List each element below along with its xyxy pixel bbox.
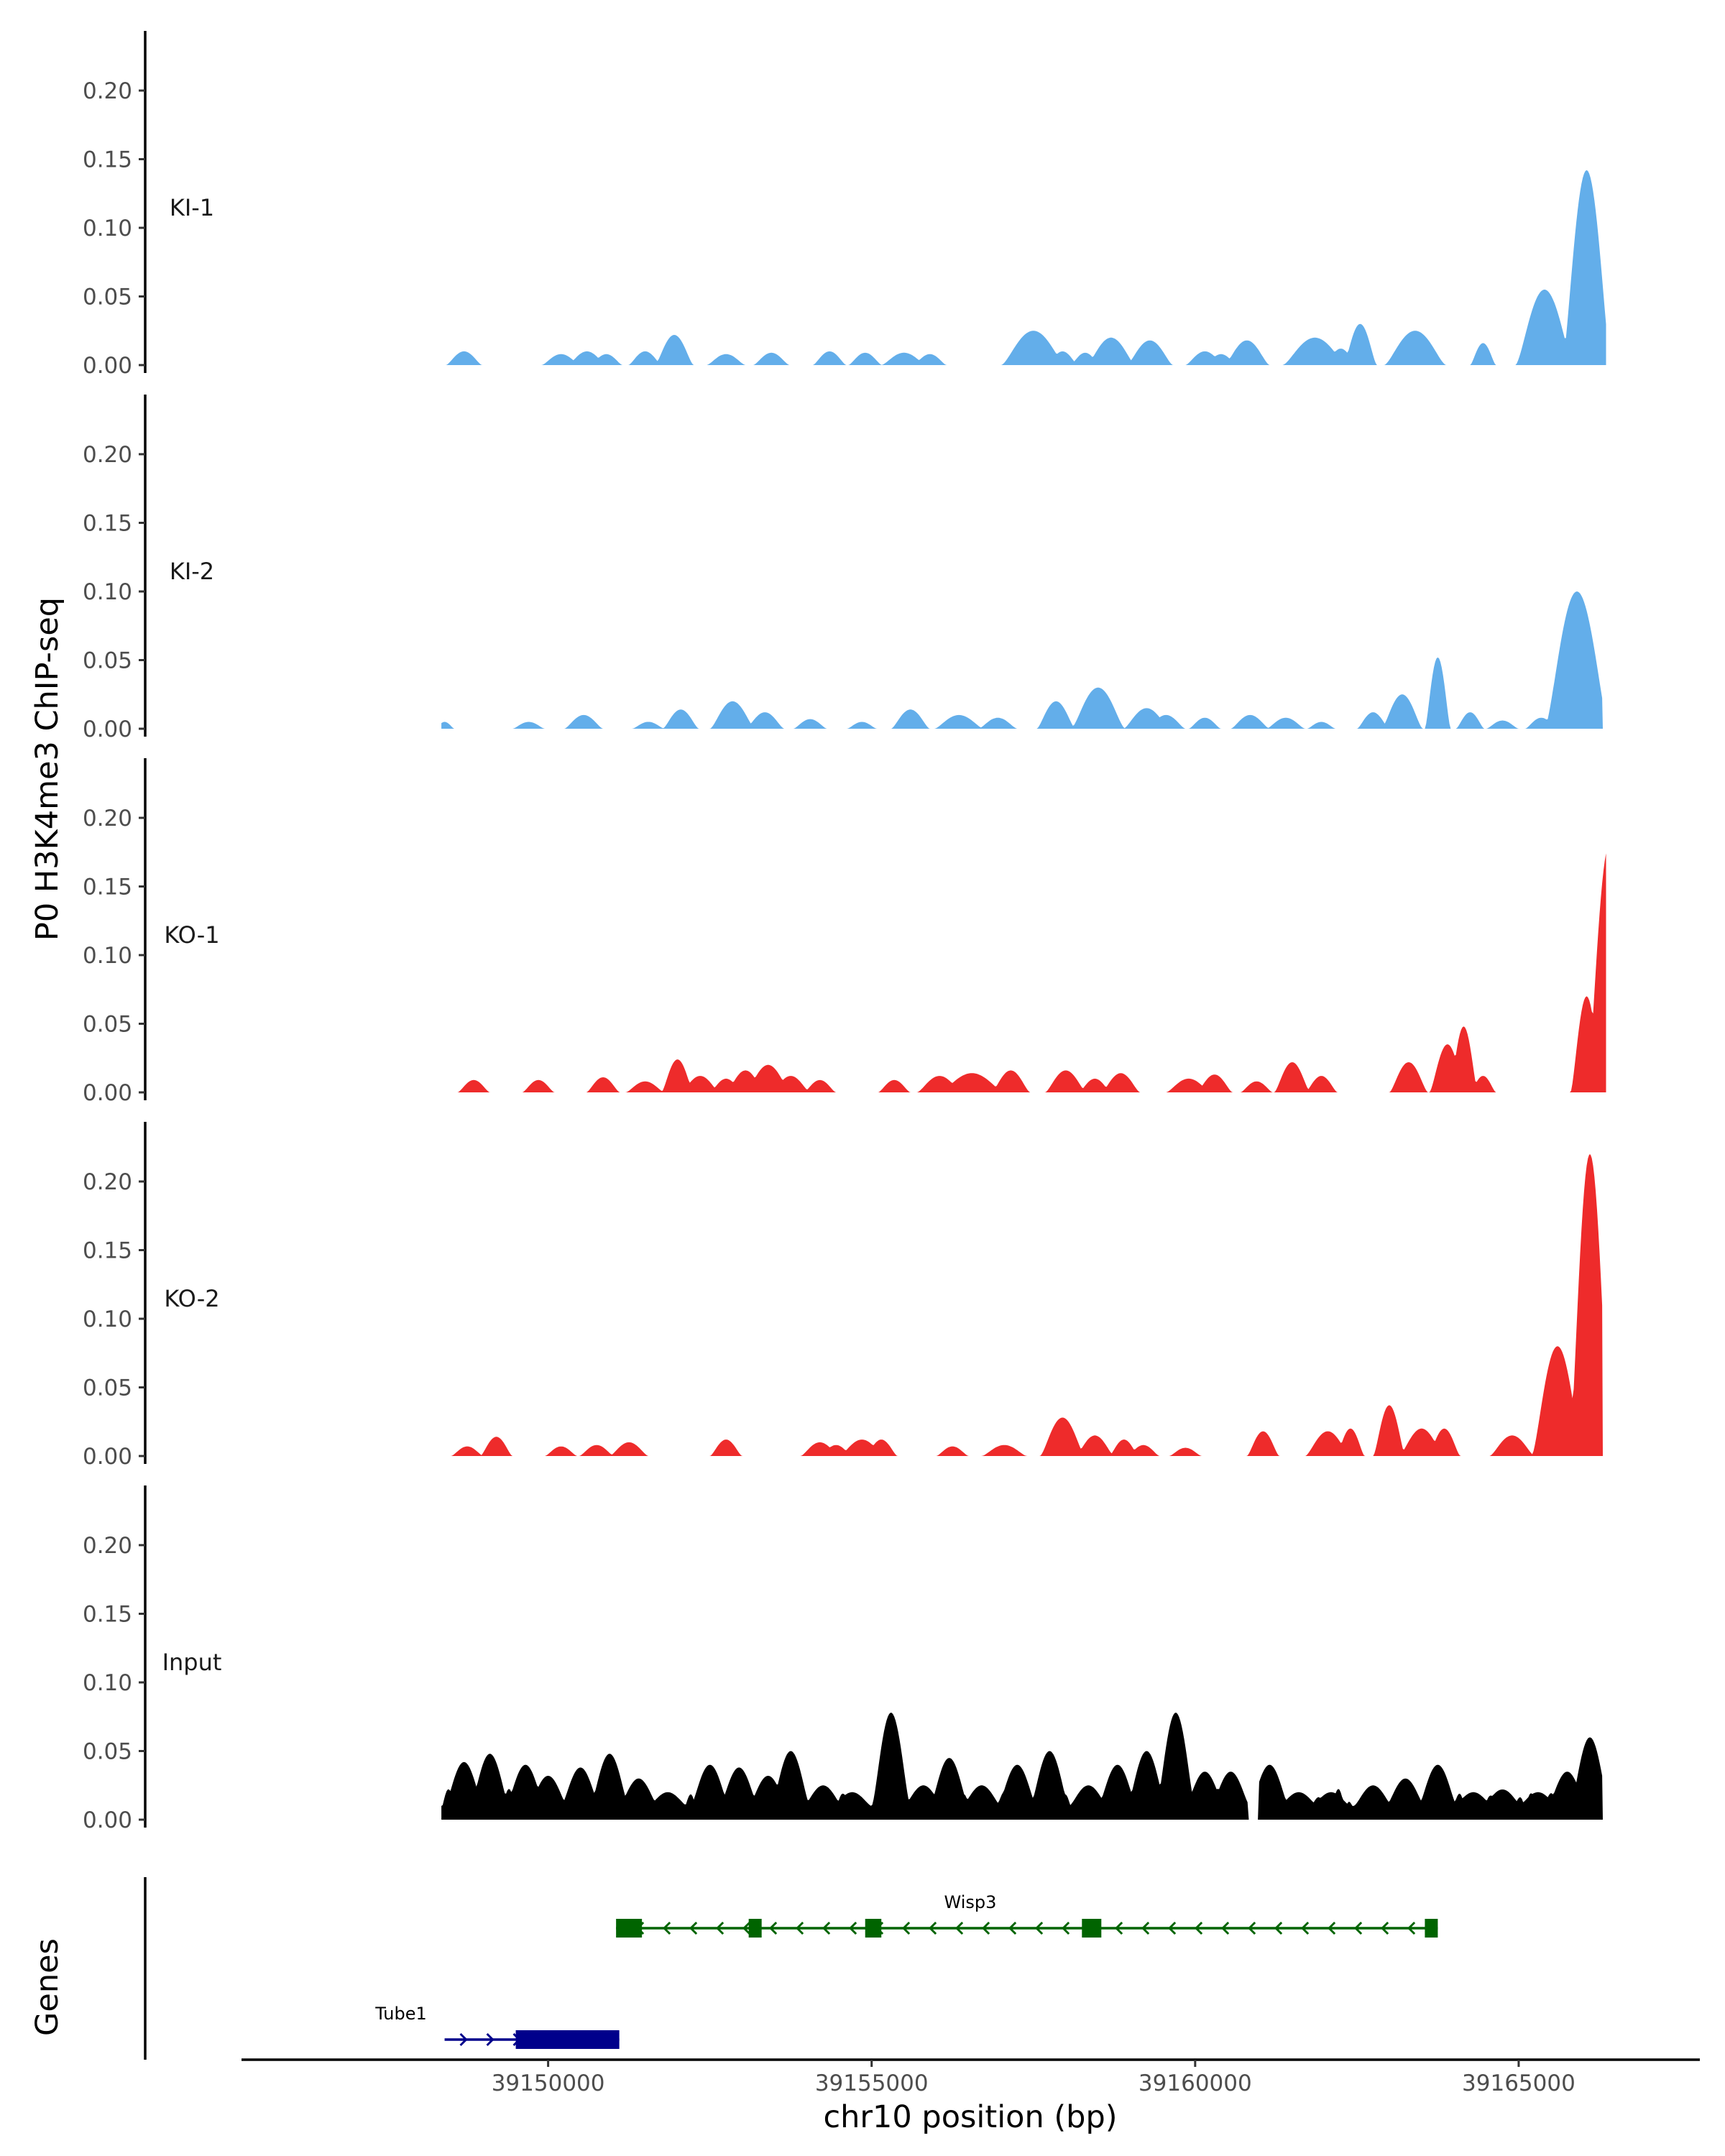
strand-arrow-icon (663, 1921, 671, 1935)
strand-arrow-icon (716, 1921, 724, 1935)
x-tick-label: 39155000 (815, 2070, 929, 2096)
track-input: 0.00 0.05 0.10 0.15 0.20 Input (83, 1485, 1603, 1833)
strand-arrow-icon (1328, 1921, 1336, 1935)
strand-arrow-icon (1168, 1921, 1177, 1935)
coverage-area-ki-1 (441, 170, 1606, 366)
y-tick-label: 0.15 (83, 875, 132, 900)
y-tick-label: 0.20 (83, 78, 132, 104)
strand-arrow-icon (1221, 1921, 1230, 1935)
y-tick-label: 0.10 (83, 943, 132, 969)
track-label: KO-2 (164, 1285, 219, 1312)
strand-arrow-icon (1381, 1921, 1389, 1935)
strand-arrow-icon (849, 1921, 857, 1935)
y-tick-label: 0.20 (83, 442, 132, 468)
strand-arrow-icon (1354, 1921, 1363, 1935)
y-tick-label: 0.20 (83, 1169, 132, 1195)
gene-exon (1082, 1919, 1102, 1938)
coverage-area-ki-2 (441, 591, 1603, 729)
strand-arrow-icon (822, 1921, 831, 1935)
track-label: Input (162, 1649, 222, 1676)
y-tick-label: 0.05 (83, 1012, 132, 1038)
track-label: KI-2 (170, 558, 214, 585)
y-tick-label: 0.15 (83, 1602, 132, 1628)
strand-arrow-icon (929, 1921, 937, 1935)
y-tick-label: 0.05 (83, 285, 132, 310)
gene-name-label: Wisp3 (944, 1892, 997, 1912)
coverage-area-ko-1 (441, 853, 1606, 1092)
gene-wisp3: Wisp3 (616, 1892, 1438, 1938)
gene-exon (616, 1919, 643, 1938)
strand-arrow-icon (982, 1921, 990, 1935)
strand-arrow-icon (796, 1921, 804, 1935)
y-tick-label: 0.15 (83, 511, 132, 537)
track-label: KI-1 (170, 194, 214, 221)
strand-arrow-icon (486, 2032, 494, 2047)
y-tick-label: 0.05 (83, 1739, 132, 1765)
gene-exon (748, 1919, 762, 1938)
coverage-area-ko-2 (441, 1154, 1603, 1456)
strand-arrow-icon (955, 1921, 964, 1935)
strand-arrow-icon (1115, 1921, 1123, 1935)
y-tick-label: 0.00 (83, 353, 132, 379)
y-tick-label: 0.20 (83, 1533, 132, 1559)
track-ki-2: 0.00 0.05 0.10 0.15 0.20 KI-2 (83, 395, 1603, 742)
x-tick-label: 39150000 (492, 2070, 605, 2096)
y-axis-title: P0 H3K4me3 ChIP-seq (29, 597, 65, 941)
gene-annotation-panel: Wisp3 Tube1 39150000 39155000 39160000 391650… (144, 1877, 1700, 2096)
strand-arrow-icon (1274, 1921, 1283, 1935)
track-ki-1: 0.00 0.05 0.10 0.15 0.20 KI-1 (83, 31, 1606, 379)
gene-name-label: Tube1 (374, 2004, 427, 2024)
coverage-tracks: 0.00 0.05 0.10 0.15 0.20 KI-1 0.00 0.05 0.10 0.15… (83, 31, 1606, 1833)
y-tick-label: 0.15 (83, 1238, 132, 1264)
track-label: KO-1 (164, 921, 219, 949)
strand-arrow-icon (1195, 1921, 1203, 1935)
strand-arrow-icon (742, 1921, 751, 1935)
strand-arrow-icon (459, 2032, 468, 2047)
strand-arrow-icon (1008, 1921, 1017, 1935)
strand-arrow-icon (1301, 1921, 1310, 1935)
y-tick-label: 0.00 (83, 1080, 132, 1106)
track-ko-1: 0.00 0.05 0.10 0.15 0.20 KO-1 (83, 758, 1606, 1106)
x-tick-label: 39160000 (1138, 2070, 1252, 2096)
y-tick-label: 0.10 (83, 579, 132, 605)
genes-axis-title: Genes (29, 1938, 65, 2036)
y-tick-label: 0.00 (83, 1807, 132, 1833)
y-tick-label: 0.20 (83, 806, 132, 831)
strand-arrow-icon (1141, 1921, 1150, 1935)
strand-arrow-icon (902, 1921, 911, 1935)
strand-arrow-icon (689, 1921, 698, 1935)
strand-arrow-icon (1407, 1921, 1416, 1935)
gene-exon (1425, 1919, 1438, 1938)
x-tick-label: 39165000 (1462, 2070, 1576, 2096)
y-tick-label: 0.05 (83, 648, 132, 674)
x-axis: 39150000 39155000 39160000 39165000 (242, 2058, 1700, 2096)
y-tick-label: 0.15 (83, 147, 132, 173)
coverage-area-input (441, 1713, 1603, 1820)
y-tick-label: 0.10 (83, 1307, 132, 1332)
gene-tube1: Tube1 (374, 2004, 620, 2049)
gene-exon (515, 2030, 620, 2049)
x-axis-title: chr10 position (bp) (823, 2099, 1117, 2135)
y-tick-label: 0.00 (83, 1444, 132, 1470)
track-ko-2: 0.00 0.05 0.10 0.15 0.20 KO-2 (83, 1122, 1603, 1470)
y-tick-label: 0.10 (83, 216, 132, 241)
strand-arrow-icon (1035, 1921, 1044, 1935)
strand-arrow-icon (769, 1921, 778, 1935)
strand-arrow-icon (1248, 1921, 1256, 1935)
strand-arrow-icon (1062, 1921, 1070, 1935)
y-tick-label: 0.10 (83, 1670, 132, 1696)
y-tick-label: 0.00 (83, 717, 132, 742)
y-tick-label: 0.05 (83, 1376, 132, 1401)
gene-exon (865, 1919, 882, 1938)
